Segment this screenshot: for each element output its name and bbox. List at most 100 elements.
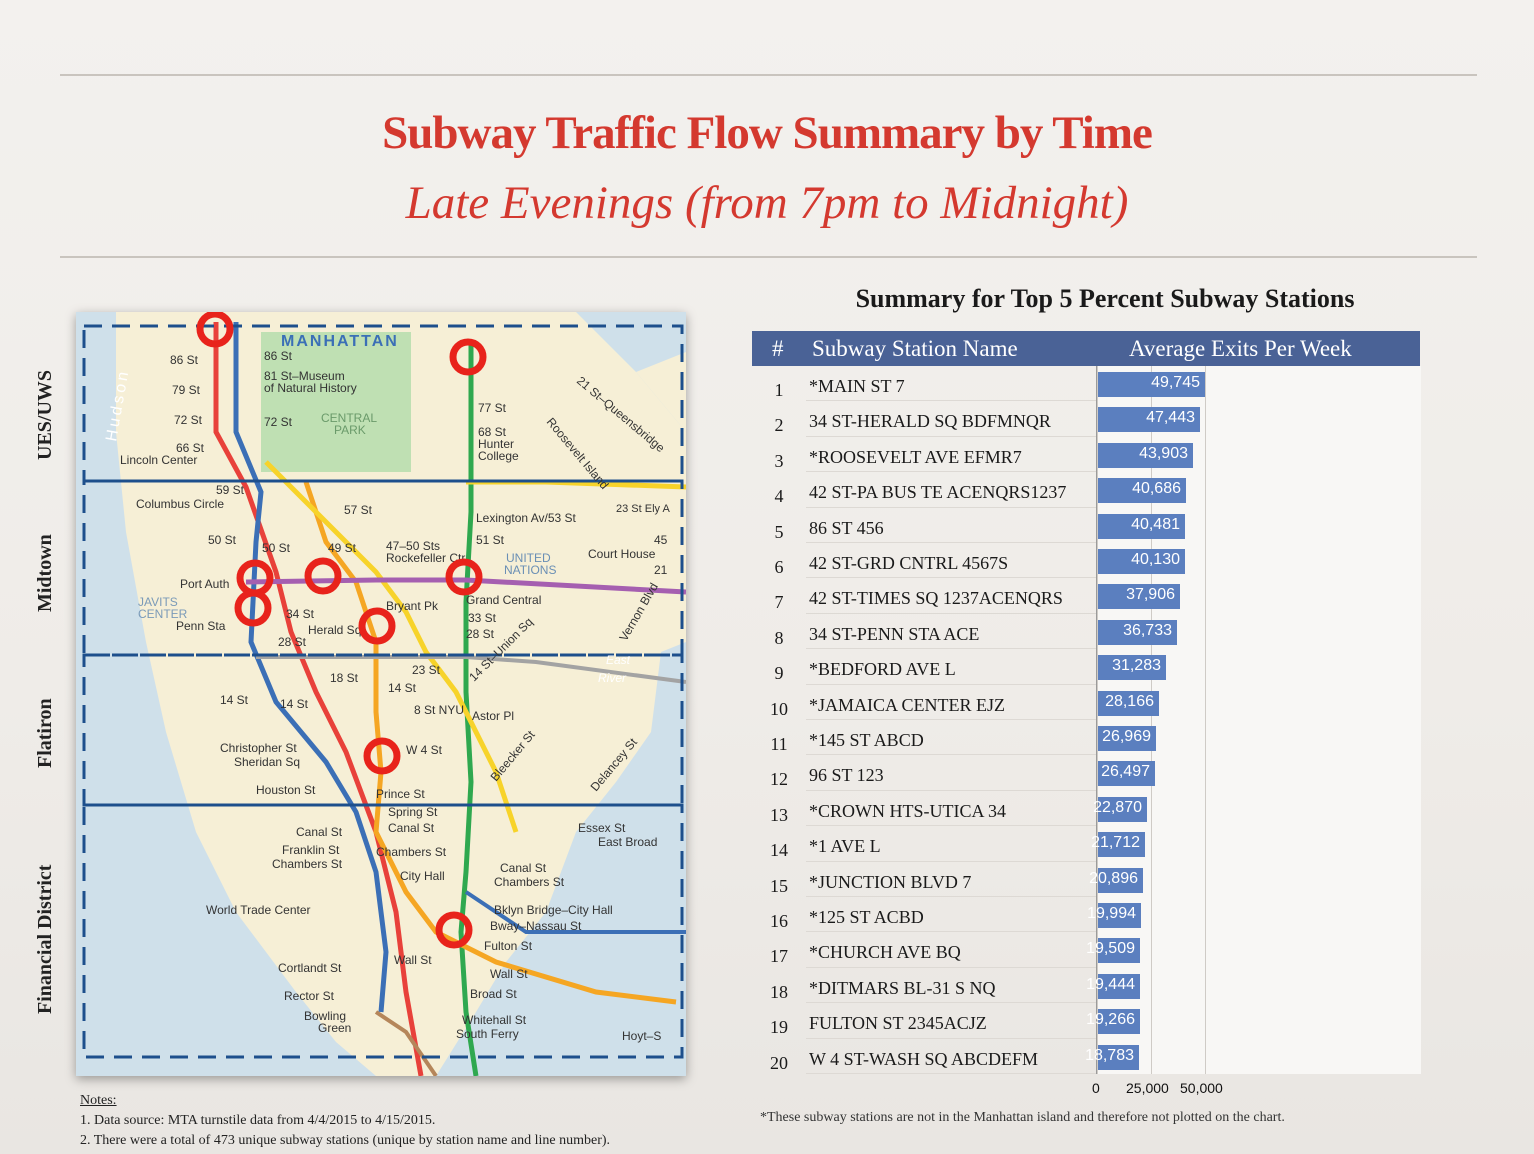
row-divider [806,754,1096,756]
map-label-franklin: Franklin St [282,843,340,857]
region-box-ues-uws [82,324,684,483]
region-box-financial-district [82,803,684,1059]
map-label-lincoln: Lincoln Center [120,453,197,467]
gridline [1097,366,1098,1074]
row-station-name: *CROWN HTS-UTICA 34 [809,800,1006,821]
line-brown [374,1010,438,1076]
row-rank: 14 [770,840,788,861]
map-label-28st-e: 28 St [466,627,495,641]
map-label-canal-e: Canal St [500,861,547,875]
row-divider [806,719,1096,720]
row-divider [806,789,1096,791]
map-label-23st: 23 St [412,663,441,677]
subway-map: MANHATTAN Hudson 86 St 86 St 81 St–Museu… [76,312,686,1076]
table-row: 4 42 ST-PA BUS TE ACENQRS1237 [752,472,1420,507]
table-row: 19 FULTON ST 2345ACJZ [752,1003,1420,1038]
x-tick-label: 0 [1092,1080,1100,1096]
row-divider [806,612,1096,614]
row-station-name: 34 ST-PENN STA ACE [809,623,980,644]
table-row: 2 34 ST-HERALD SQ BDFMNQR [752,401,1420,436]
row-rank: 10 [770,698,788,719]
page-title: Subway Traffic Flow Summary by Time [382,107,1153,159]
station-marker-34st-herald [358,607,396,645]
bar-value-label: 26,497 [1101,763,1150,781]
map-label-manhattan: MANHATTAN [281,333,399,350]
bar-value-label: 43,903 [1139,444,1188,462]
row-rank: 4 [774,486,784,507]
row-station-name: 86 ST 456 [809,517,884,538]
map-label-57st: 57 St [344,503,373,517]
bar-plot-area: 49,745 47,443 43,903 40,686 40,481 40,130 37,9… [1085,366,1421,1074]
map-label-columbus: Columbus Circle [136,497,224,511]
bar [1098,973,1140,999]
row-station-name: *CHURCH AVE BQ [809,942,961,963]
table-row: 18 *DITMARS BL-31 S NQ [752,968,1420,1003]
row-rank: 16 [770,911,788,931]
region-label-flatiron: Flatiron [34,698,56,768]
row-station-name: *JUNCTION BLVD 7 [809,871,972,892]
bar-value-label: 21,712 [1091,834,1140,852]
bar-value-label: 49,745 [1151,374,1200,391]
map-label-rock: 47–50 Sts [386,539,440,553]
row-station-name: *ROOSEVELT AVE EFMR7 [809,446,1022,467]
table-row: 13 *CROWN HTS-UTICA 34 [752,791,1420,826]
map-label-javits: JAVITS [138,595,178,609]
row-divider [806,577,1096,579]
bar [1098,938,1140,964]
map-label-un2: NATIONS [504,563,556,577]
map-label-34st: 34 St [286,607,315,621]
region-box-flatiron [82,653,684,807]
map-label-chambers-w: Chambers St [272,857,343,871]
row-station-name: 42 ST-PA BUS TE ACENQRS1237 [809,482,1067,503]
map-label-w4: W 4 St [406,743,443,757]
row-rank: 19 [770,1017,788,1038]
row-station-name: *125 ST ACBD [809,907,924,927]
subway-map-graphic: MANHATTAN Hudson 86 St 86 St 81 St–Museu… [76,312,686,1076]
bar-value-label: 22,870 [1093,798,1142,816]
map-label-hunter: Hunter [478,437,514,451]
region-box-midtown [82,479,684,657]
line-orange [303,481,677,1005]
header-station-name: Subway Station Name [812,336,1018,361]
row-station-name: 42 ST-TIMES SQ 1237ACENQRS [809,588,1063,609]
row-divider [806,860,1096,862]
map-label-bway: Bway–Nassau St [490,919,582,933]
map-label-wall2: Wall St [490,967,528,981]
map-label-21: 21 [654,563,668,577]
map-label-whitehall: Whitehall St [462,1013,527,1027]
table-row: 20 W 4 ST-WASH SQ ABCDEFM [752,1039,1420,1074]
line-yellow [264,460,519,833]
bar [1098,867,1143,893]
map-label-50st: 50 St [208,533,237,547]
header-average-exits: Average Exits Per Week [1129,336,1352,361]
mid-rule [60,256,1477,258]
notes: Notes: 1. Data source: MTA turnstile dat… [80,1091,610,1151]
map-label-cortlandt: Cortlandt St [278,961,342,975]
map-label-canal-w: Canal St [296,825,343,839]
row-rank: 18 [770,981,788,1002]
top-rule [60,74,1477,76]
map-label-28st: 28 St [278,635,307,649]
map-label-penn: Penn Sta [176,619,226,633]
table-row: 14 *1 AVE L [752,826,1420,861]
map-label-45: 45 [654,533,668,547]
table-row: 5 86 ST 456 [752,508,1420,543]
station-marker-86st [449,338,487,376]
gridline [1151,366,1152,1074]
station-marker-96st [196,312,234,348]
bar [1098,1009,1140,1035]
map-label-51st: 51 St [476,533,505,547]
map-label-essex: Essex St [578,821,626,835]
row-station-name: FULTON ST 2345ACJZ [809,1013,987,1034]
row-rank: 15 [770,875,788,896]
map-label-chambers-e: Chambers St [494,875,565,889]
bar-value-label: 40,130 [1131,551,1180,568]
map-label-eastriver: East [606,653,631,667]
map-label-hoyt: Hoyt–S [622,1029,661,1043]
bar-value-label: 19,994 [1087,905,1136,922]
table-row: 7 42 ST-TIMES SQ 1237ACENQRS [752,578,1420,613]
map-label-14st-w: 14 St [220,693,249,707]
bar [1098,407,1200,433]
bar-value-label: 28,166 [1105,692,1154,710]
highlight-markers [196,312,487,949]
